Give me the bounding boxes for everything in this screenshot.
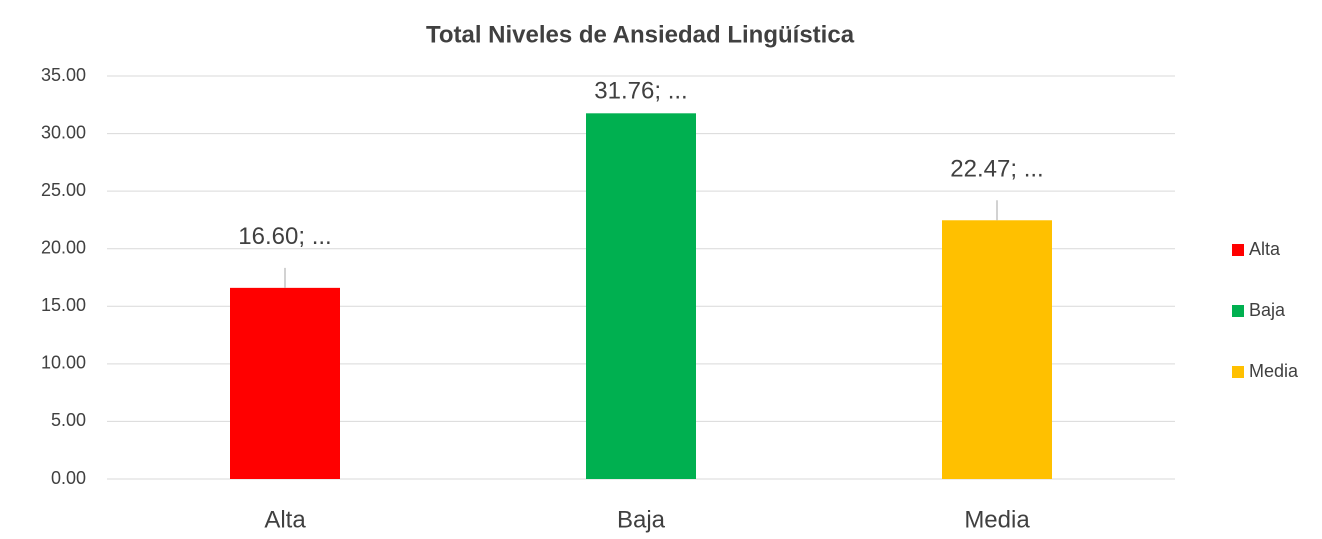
- x-tick-label: Media: [964, 506, 1030, 533]
- legend-label: Media: [1249, 361, 1299, 381]
- data-label: 31.76; ...: [594, 77, 687, 104]
- bar: [586, 113, 696, 480]
- y-tick-label: 0.00: [51, 468, 86, 488]
- legend-swatch: [1232, 244, 1244, 256]
- y-tick-label: 10.00: [41, 353, 86, 373]
- y-tick-label: 5.00: [51, 410, 86, 430]
- legend-swatch: [1232, 366, 1244, 378]
- y-tick-label: 25.00: [41, 180, 86, 200]
- y-tick-label: 35.00: [41, 65, 86, 85]
- y-tick-label: 15.00: [41, 295, 86, 315]
- x-tick-label: Alta: [264, 506, 306, 533]
- x-tick-label: Baja: [617, 506, 666, 533]
- chart-title: Total Niveles de Ansiedad Lingüística: [426, 21, 855, 48]
- bar: [942, 220, 1052, 480]
- data-label: 22.47; ...: [950, 156, 1043, 183]
- data-label: 16.60; ...: [238, 223, 331, 250]
- bar: [230, 287, 340, 479]
- legend-label: Baja: [1249, 300, 1286, 320]
- y-tick-label: 30.00: [41, 122, 86, 142]
- legend-swatch: [1232, 305, 1244, 317]
- legend-label: Alta: [1249, 239, 1281, 259]
- y-tick-label: 20.00: [41, 237, 86, 257]
